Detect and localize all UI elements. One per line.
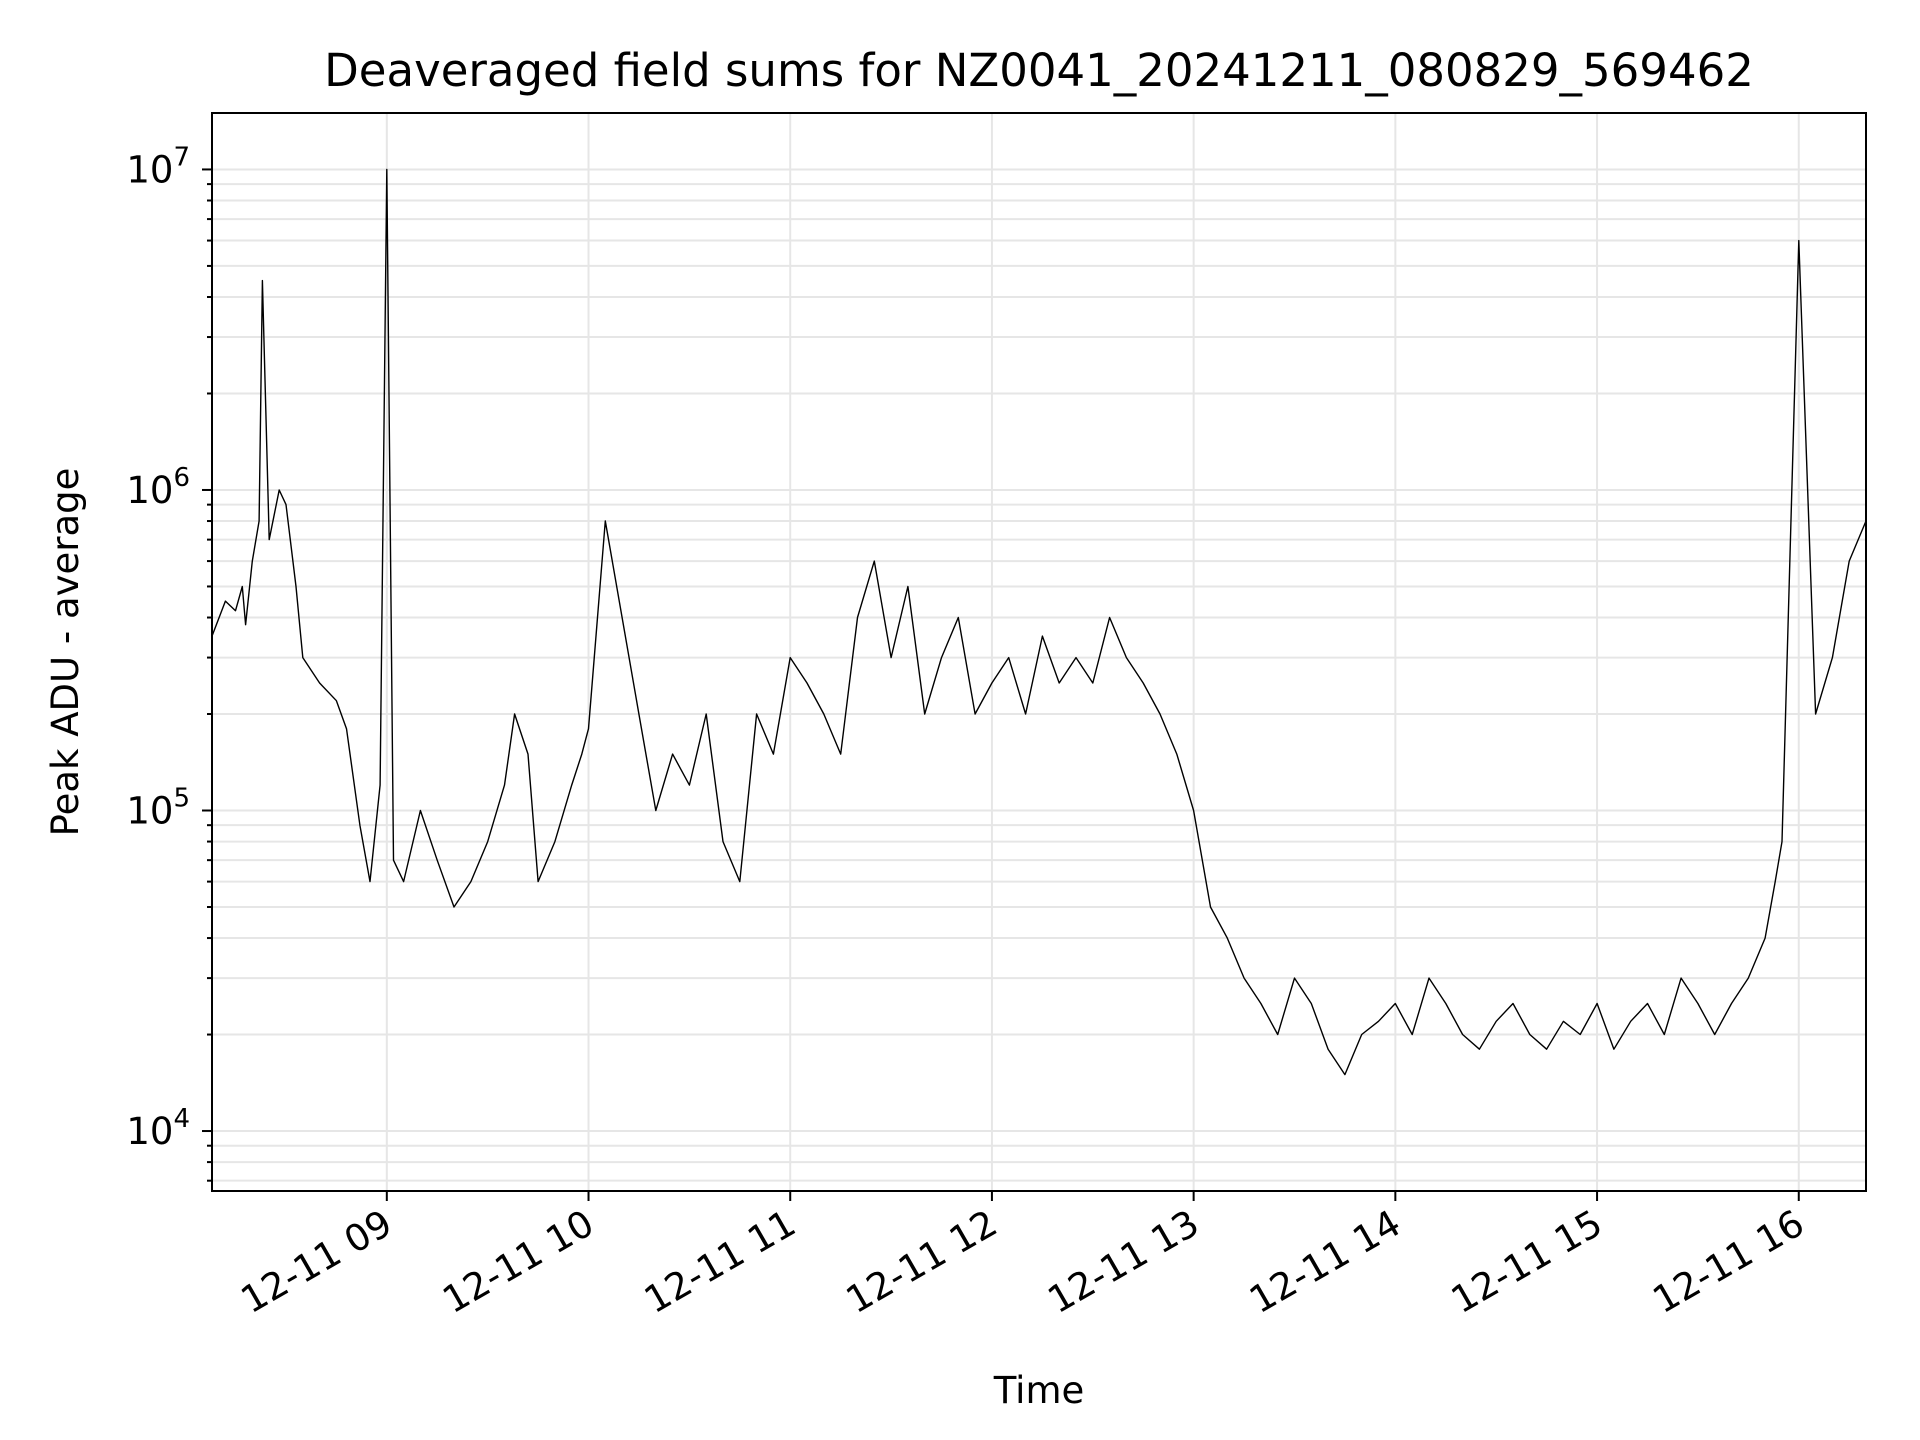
data-layer bbox=[211, 168, 1867, 1076]
x-axis: 12-11 09 12-11 10 12-11 11 12-11 12 12-11 13… bbox=[234, 1191, 1812, 1322]
y-tick-label: 104 bbox=[126, 1104, 190, 1153]
y-tick-base: 10 bbox=[126, 790, 173, 833]
y-tick-base: 10 bbox=[126, 469, 173, 512]
x-tick-label: 12-11 12 bbox=[839, 1202, 1005, 1322]
series-line bbox=[211, 168, 1867, 1076]
y-tick-label: 106 bbox=[126, 463, 190, 512]
y-axis-label: Peak ADU - average bbox=[44, 468, 87, 837]
grid bbox=[212, 113, 1866, 1191]
x-tick-label: 12-11 16 bbox=[1646, 1202, 1812, 1322]
plot-frame bbox=[211, 112, 1867, 1192]
x-tick-label: 12-11 14 bbox=[1242, 1202, 1408, 1322]
x-axis-label: Time bbox=[993, 1369, 1085, 1412]
x-tick-label: 12-11 11 bbox=[637, 1202, 803, 1322]
y-tick-exponent: 6 bbox=[173, 463, 190, 493]
y-tick-label: 107 bbox=[126, 142, 190, 191]
y-tick-exponent: 4 bbox=[173, 1104, 190, 1134]
y-tick-base: 10 bbox=[126, 148, 173, 191]
x-tick-label: 12-11 15 bbox=[1444, 1202, 1610, 1322]
chart-title: Deaveraged field sums for NZ0041_2024121… bbox=[324, 44, 1754, 97]
y-tick-exponent: 5 bbox=[173, 784, 190, 814]
x-tick-label: 12-11 09 bbox=[234, 1202, 400, 1322]
y-tick-base: 10 bbox=[126, 1110, 173, 1153]
x-tick-label: 12-11 10 bbox=[435, 1202, 601, 1322]
x-tick-label: 12-11 13 bbox=[1041, 1202, 1207, 1322]
y-tick-label: 105 bbox=[126, 784, 190, 833]
y-tick-exponent: 7 bbox=[173, 142, 190, 172]
